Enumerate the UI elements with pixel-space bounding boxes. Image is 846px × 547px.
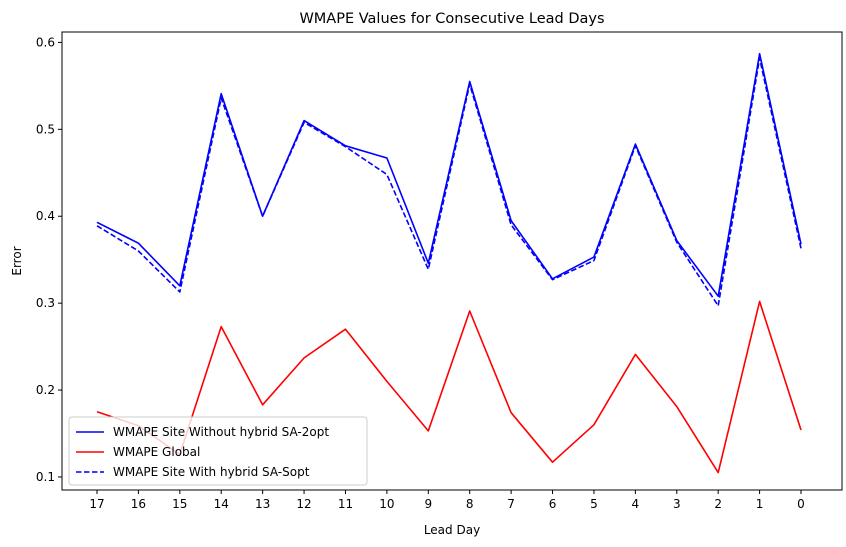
y-tick-label: 0.4	[36, 209, 55, 223]
series-line-3	[96, 57, 802, 307]
series-line-1	[96, 52, 802, 298]
x-tick-label: 12	[296, 497, 311, 511]
x-tick-label: 4	[632, 497, 640, 511]
x-tick-label: 3	[673, 497, 681, 511]
x-tick-label: 0	[797, 497, 805, 511]
legend-box	[68, 416, 368, 486]
x-tick-label: 8	[466, 497, 474, 511]
legend-label: WMAPE Global	[113, 445, 200, 459]
x-tick-label: 2	[714, 497, 722, 511]
y-tick-label: 0.6	[36, 35, 55, 49]
x-tick-label: 17	[89, 497, 104, 511]
y-tick-label: 0.2	[36, 383, 55, 397]
x-tick-label: 6	[549, 497, 557, 511]
x-axis: 17 16 15 14 13 12 11 10 9 8 7 6 5 4 3 2 1 0	[89, 490, 805, 511]
y-tick-label: 0.5	[36, 122, 55, 136]
x-tick-label: 10	[379, 497, 394, 511]
x-tick-label: 5	[590, 497, 598, 511]
series-line-2	[96, 300, 802, 474]
x-tick-label: 14	[214, 497, 229, 511]
x-tick-label: 15	[172, 497, 187, 511]
y-tick-label: 0.3	[36, 296, 55, 310]
x-tick-label: 9	[424, 497, 432, 511]
legend: WMAPE Site Without hybrid SA-2opt WMAPE G…	[68, 416, 368, 486]
plot-frame	[61, 31, 843, 491]
x-tick-label: 16	[131, 497, 146, 511]
y-axis: 0.1 0.2 0.3 0.4 0.5 0.6	[36, 35, 62, 484]
legend-label: WMAPE Site Without hybrid SA-2opt	[113, 425, 329, 439]
chart-title: WMAPE Values for Consecutive Lead Days	[299, 11, 604, 27]
x-axis-label: Lead Day	[424, 523, 480, 537]
plot-lines	[96, 52, 802, 474]
x-tick-label: 1	[756, 497, 764, 511]
x-tick-label: 11	[338, 497, 353, 511]
y-tick-label: 0.1	[36, 470, 55, 484]
x-tick-label: 7	[507, 497, 515, 511]
legend-label: WMAPE Site With hybrid SA-Sopt	[113, 465, 310, 479]
x-tick-label: 13	[255, 497, 270, 511]
y-axis-label: Error	[10, 246, 24, 275]
